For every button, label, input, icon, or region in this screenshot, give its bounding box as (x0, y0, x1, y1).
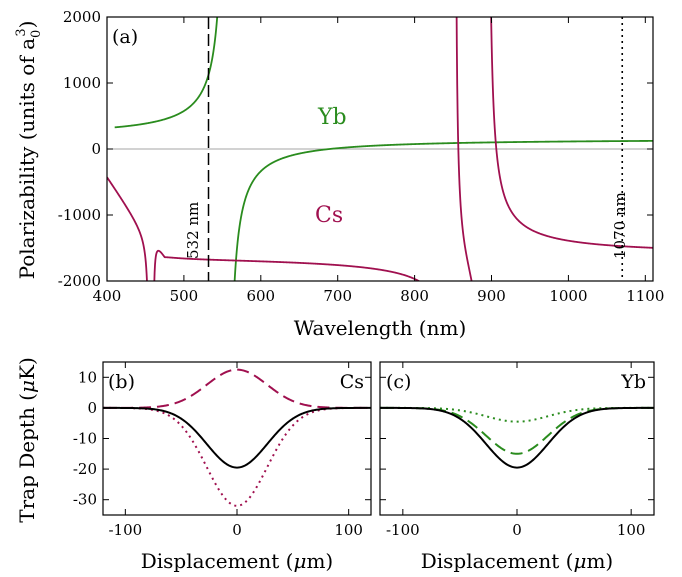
yb-curve-branch (114, 17, 219, 129)
cs-curve-segment (107, 176, 148, 281)
panel-a-plot-area (107, 0, 653, 281)
series-label-cs: Cs (315, 203, 343, 228)
panel-a-x-tick-label: 1100 (626, 287, 664, 305)
panel-b-y-tick-label: 10 (78, 368, 97, 386)
panel-b-y-tick-label: 0 (87, 399, 97, 417)
panel-a-y-tick-label: -1000 (58, 206, 101, 224)
panel-b-solid-curve (103, 406, 371, 469)
panel-b-x-axis-title-mu: μ (293, 549, 306, 573)
cs-curve-segment (150, 0, 153, 1)
panel-b-y-tick-label: -20 (73, 460, 97, 478)
yb-curve-branch (233, 139, 653, 281)
panel-a-y-tick-label: 1000 (63, 74, 101, 92)
panel-b-y-tick-label: -10 (73, 430, 97, 448)
panel-b-y-axis-title-end: K) (15, 357, 39, 380)
panel-a-y-axis-title-sup: 3 (14, 28, 29, 36)
panel-b-x-tick-label: 100 (334, 521, 363, 539)
panel-b-label: (b) (108, 371, 135, 393)
panel-b-y-axis-title-mu: μ (15, 380, 39, 393)
panel-b-dashed-curve (103, 368, 371, 409)
panel-a: 400 500 600 700 800 900 1000 1100 -2000 -1000 0 100… (14, 0, 665, 340)
annotation-532nm: 532 nm (184, 202, 202, 259)
panel-a-y-axis-title: Polarizability (units of a03) (14, 21, 44, 280)
panel-a-y-axis-title-text: Polarizability (units of a (15, 38, 39, 280)
panel-a-x-tick-label: 600 (246, 287, 275, 305)
panel-c-x-axis-title-text: Displacement ( (421, 549, 574, 573)
panel-a-ticks: 400 500 600 700 800 900 1000 1100 -2000 -1000 0 100… (58, 8, 665, 305)
panel-b-x-tick-label: 0 (232, 521, 242, 539)
panel-c-x-axis-title-end: m) (586, 549, 613, 573)
panel-a-x-tick-label: 900 (477, 287, 506, 305)
panel-b-x-axis-title-end: m) (306, 549, 333, 573)
panel-b-y-tick-label: -30 (73, 491, 97, 509)
panel-b-title: Cs (340, 371, 364, 393)
panel-c-frame (379, 361, 655, 516)
panel-c-solid-curve (380, 406, 654, 469)
panel-a-x-tick-label: 400 (93, 287, 122, 305)
panel-c-plot-area (380, 406, 654, 469)
panel-a-x-tick-label: 700 (323, 287, 352, 305)
panel-a-y-axis-title-sub: 0 (29, 30, 44, 38)
panel-a-label: (a) (112, 26, 138, 48)
panel-c-ticks: -100 0 100 (380, 362, 654, 539)
panel-c-x-axis-title: Displacement (μm) (421, 549, 614, 573)
panel-c-x-axis-title-mu: μ (573, 549, 586, 573)
panel-b-x-axis-title: Displacement (μm) (141, 549, 334, 573)
annotation-1070nm: 1070 nm (611, 192, 629, 259)
panel-b-plot-area (103, 368, 371, 507)
series-label-yb: Yb (317, 105, 347, 130)
panel-b-frame (102, 361, 372, 516)
panel-c: -100 0 100 (c) Yb Displacement (μm) (379, 361, 655, 573)
panel-a-y-tick-label: 2000 (63, 8, 101, 26)
panel-b-x-tick-label: -100 (108, 521, 142, 539)
panel-c-title: Yb (620, 371, 646, 393)
cs-curve-segment (490, 17, 653, 249)
panel-c-x-tick-label: 100 (617, 521, 646, 539)
panel-b-dotted-curve (103, 406, 371, 507)
panel-a-x-tick-label: 800 (400, 287, 429, 305)
panel-c-label: (c) (386, 371, 411, 393)
panel-c-dashed-curve (380, 406, 654, 455)
panel-a-x-tick-label: 1000 (549, 287, 587, 305)
panel-b-y-axis-title: Trap Depth (μK) (15, 357, 39, 523)
panel-c-dotted-curve (380, 406, 654, 423)
cs-curve-segment (153, 249, 421, 281)
panel-b-x-axis-title-text: Displacement ( (141, 549, 294, 573)
panel-a-y-tick-label: 0 (91, 140, 101, 158)
panel-a-x-tick-label: 500 (170, 287, 199, 305)
panel-b-y-axis-title-text: Trap Depth ( (15, 393, 39, 523)
cs-curve-segment (455, 17, 473, 281)
panel-a-x-axis-title: Wavelength (nm) (294, 316, 467, 340)
panel-c-x-tick-label: -100 (386, 521, 420, 539)
panel-a-y-tick-label: -2000 (58, 272, 101, 290)
panel-a-y-axis-title-end: ) (15, 21, 39, 29)
panel-c-x-tick-label: 0 (512, 521, 522, 539)
